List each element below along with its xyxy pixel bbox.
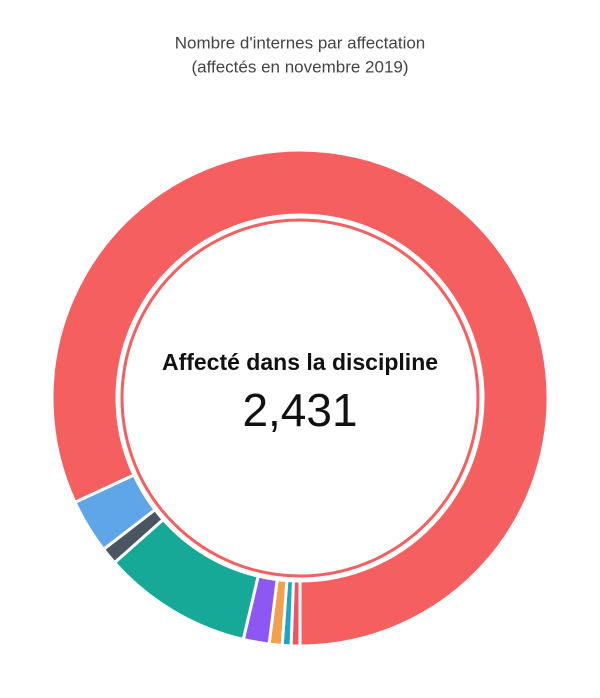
donut [50,148,550,648]
chart-subtitle: (affectés en novembre 2019) [191,57,408,76]
center-label: Affecté dans la discipline [162,349,438,375]
center-value: 2,431 [242,384,357,436]
chart-title: Nombre d'internes par affectation [175,33,426,52]
highlight-ring [120,218,480,578]
donut-slice [50,148,550,648]
